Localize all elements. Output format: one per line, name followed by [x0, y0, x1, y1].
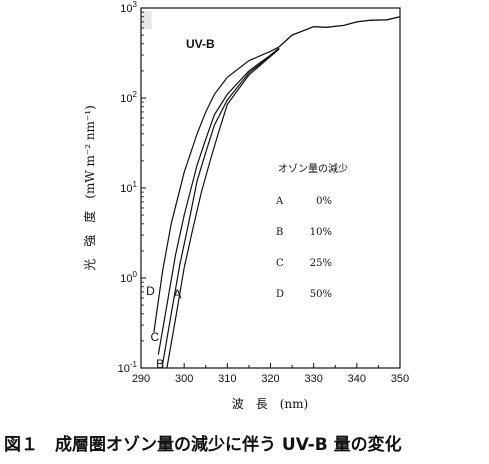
legend: オゾン量の減少 A 0% B 10% C 25% D 50% — [275, 162, 348, 300]
series-a-line — [166, 48, 280, 369]
legend-entry-value: 10% — [310, 227, 332, 238]
series-b-line — [162, 48, 280, 365]
x-tick-label: 290 — [132, 373, 150, 385]
shared-tail-line — [278, 16, 401, 48]
legend-entry-value: 50% — [310, 289, 332, 300]
series-d-line — [153, 46, 280, 333]
uv-b-band-shade — [142, 11, 152, 29]
x-tick-label: 320 — [261, 373, 279, 385]
x-tick-label: 310 — [218, 373, 236, 385]
legend-entry-value: 25% — [310, 258, 332, 269]
y-tick-label: 103 — [120, 0, 137, 15]
curve-labels: D CB A — [146, 284, 181, 371]
y-tick-label: 100 — [120, 270, 137, 285]
series-layer — [153, 16, 401, 369]
legend-entry-label: D — [276, 289, 284, 300]
legend-entry-label: C — [276, 258, 284, 269]
x-tick-label: 300 — [175, 373, 193, 385]
y-tick-label: 102 — [120, 90, 137, 105]
y-tick-label: 10-1 — [118, 360, 138, 375]
y-tick-label: 101 — [120, 180, 137, 195]
legend-entry-label: A — [275, 196, 284, 207]
y-axis: 10-1 100 101 102 103 — [118, 0, 146, 375]
x-tick-label: 340 — [348, 373, 366, 385]
curve-label-c: C — [150, 330, 159, 344]
curve-label-a: A — [173, 287, 181, 301]
uv-b-band-label: UV-B — [186, 37, 215, 51]
curve-label-d: D — [146, 284, 155, 298]
legend-entry-value: 0% — [316, 196, 332, 207]
curve-label-b: B — [156, 357, 164, 371]
series-c-line — [157, 47, 280, 355]
uv-b-band: UV-B — [142, 11, 215, 51]
legend-title: オゾン量の減少 — [278, 162, 348, 175]
x-tick-label: 350 — [391, 373, 409, 385]
legend-entry-label: B — [276, 227, 283, 238]
y-axis-title: 光 強 度 (mW m⁻² nm⁻¹) — [82, 105, 97, 270]
x-axis-title: 波 長 (nm) — [232, 397, 308, 411]
x-tick-label: 330 — [304, 373, 322, 385]
figure-caption: 図１ 成層圏オゾン量の減少に伴う UV-B 量の変化 — [4, 435, 402, 455]
x-axis: 290 300 310 320 330 340 350 — [132, 363, 409, 385]
